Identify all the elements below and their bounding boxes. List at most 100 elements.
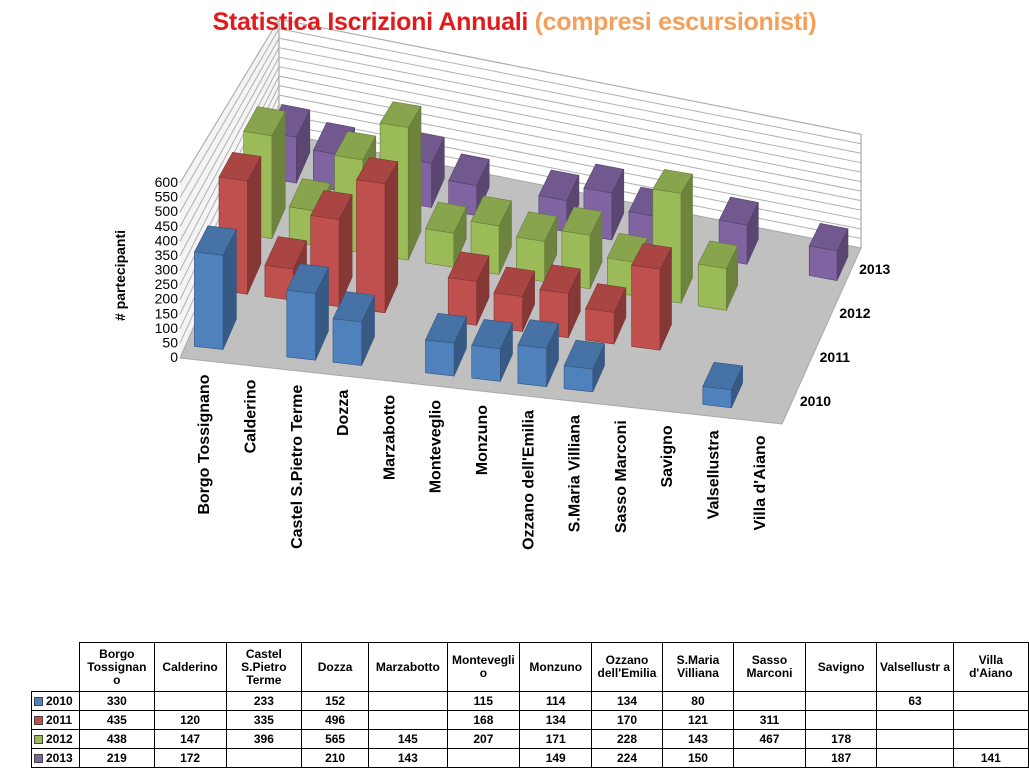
bar-2010-0 xyxy=(193,225,237,350)
gridline xyxy=(179,56,862,242)
legend-swatch xyxy=(34,734,43,744)
table-cell: 467 xyxy=(733,729,806,749)
table-cell: 168 xyxy=(446,710,521,730)
table-cell: 143 xyxy=(661,729,735,749)
legend-swatch xyxy=(34,715,43,725)
bar-face xyxy=(447,277,477,326)
bar-2013-4 xyxy=(448,153,490,216)
table-cell: 496 xyxy=(301,710,370,730)
gridline xyxy=(179,85,862,286)
table-cell xyxy=(876,748,954,768)
table-cell: 134 xyxy=(519,710,593,730)
category-label: Savigno xyxy=(659,425,676,487)
table-corner xyxy=(31,642,81,692)
y-tick-label: 200 xyxy=(155,291,179,307)
table-cell: 141 xyxy=(952,748,1029,768)
chart-title-subtitle: (compresi escursionisti) xyxy=(534,8,817,36)
table-column-header: Borgo Tossignan o xyxy=(79,642,155,692)
bar-2012-10 xyxy=(697,240,739,311)
bar-2010-2 xyxy=(286,263,329,361)
table-cell xyxy=(446,748,521,768)
table-cell: 438 xyxy=(79,729,155,749)
table-cell xyxy=(952,729,1029,749)
table-cell: 170 xyxy=(591,710,663,730)
bar-2011-3 xyxy=(356,157,399,314)
table-cell xyxy=(804,710,878,730)
bar-face xyxy=(631,265,661,351)
y-tick-label: 250 xyxy=(155,276,179,292)
table-cell: 330 xyxy=(79,691,155,711)
bar-2011-9 xyxy=(631,243,672,351)
chart-title-main: Statistica Iscrizioni Annuali xyxy=(212,8,529,36)
y-tick-label: 350 xyxy=(155,247,179,263)
category-label: Villa d'Aiano xyxy=(752,435,769,530)
table-cell xyxy=(952,710,1029,730)
bar-face xyxy=(517,344,547,388)
table-row: 2013 219 172 210 143 149 224 150 187 141 xyxy=(30,748,1029,768)
bar-face xyxy=(332,318,363,366)
y-tick-label: 150 xyxy=(155,305,179,321)
bar-2010-11 xyxy=(702,361,744,409)
table-body: 2010 330 233 152 115 114 134 80 63 2011 435 120 335 4… xyxy=(30,691,1029,768)
table-cell xyxy=(876,729,954,749)
table-cell: 80 xyxy=(661,691,735,711)
table-cell xyxy=(804,691,878,711)
table-column-header: Calderino xyxy=(153,642,227,692)
series-axis-label: 2012 xyxy=(839,305,870,321)
category-label: Sasso Marconi xyxy=(613,420,630,533)
category-label: Borgo Tossignano xyxy=(196,374,213,514)
bar-2012-4 xyxy=(425,201,467,268)
table-cell: 219 xyxy=(79,748,155,768)
gridline xyxy=(179,28,862,198)
bar-2010-3 xyxy=(332,291,375,366)
table-cell: 134 xyxy=(591,691,663,711)
category-label: Calderino xyxy=(242,379,259,453)
gridline xyxy=(179,18,862,184)
bar-face xyxy=(286,289,316,361)
table-cell: 120 xyxy=(153,710,227,730)
table-column-header: Marzabotto xyxy=(368,642,448,692)
y-tick-label: 450 xyxy=(155,218,179,234)
table-cell: 178 xyxy=(804,729,878,749)
table-cell: 147 xyxy=(153,729,227,749)
table-cell: 143 xyxy=(368,748,448,768)
table-cell: 150 xyxy=(661,748,735,768)
bar-face xyxy=(425,339,455,377)
table-row-label: 2011 xyxy=(30,710,81,730)
table-cell xyxy=(876,710,954,730)
legend-swatch xyxy=(34,696,43,706)
bar-2011-5 xyxy=(447,251,490,326)
table-cell xyxy=(733,748,806,768)
table-column-header: Montevegli o xyxy=(446,642,521,692)
table-cell: 149 xyxy=(519,748,593,768)
category-label: Castel S.Pietro Terme xyxy=(289,385,306,549)
table-cell: 565 xyxy=(301,729,370,749)
table-cell: 396 xyxy=(225,729,303,749)
table-cell: 171 xyxy=(519,729,593,749)
table-cell: 187 xyxy=(804,748,878,768)
y-tick-label: 50 xyxy=(162,334,178,350)
table-cell: 145 xyxy=(368,729,448,749)
bar-face xyxy=(808,245,838,281)
table-header-row: Borgo Tossignan o Calderino Castel S.Pietr… xyxy=(31,642,1029,692)
table-cell xyxy=(733,691,806,711)
bar-face xyxy=(356,179,386,314)
bar-face xyxy=(264,264,294,301)
category-label: S.Maria Villiana xyxy=(567,415,584,532)
table-column-header: Savigno xyxy=(804,642,878,692)
bar-2010-8 xyxy=(563,339,605,393)
table-column-header: Sasso Marconi xyxy=(733,642,806,692)
table-cell: 115 xyxy=(446,691,521,711)
table-row: 2010 330 233 152 115 114 134 80 63 xyxy=(30,691,1029,711)
table-cell: 210 xyxy=(301,748,370,768)
table-cell: 233 xyxy=(225,691,303,711)
y-axis-label: # partecipanti xyxy=(112,230,128,321)
gridline xyxy=(179,47,862,227)
series-axis-label: 2011 xyxy=(820,349,851,365)
table-column-header: Valsellustr a xyxy=(876,642,954,692)
series-axis-label: 2010 xyxy=(800,393,831,409)
bar-2011-7 xyxy=(539,264,581,339)
category-label: Dozza xyxy=(335,390,352,436)
table-cell xyxy=(368,691,448,711)
